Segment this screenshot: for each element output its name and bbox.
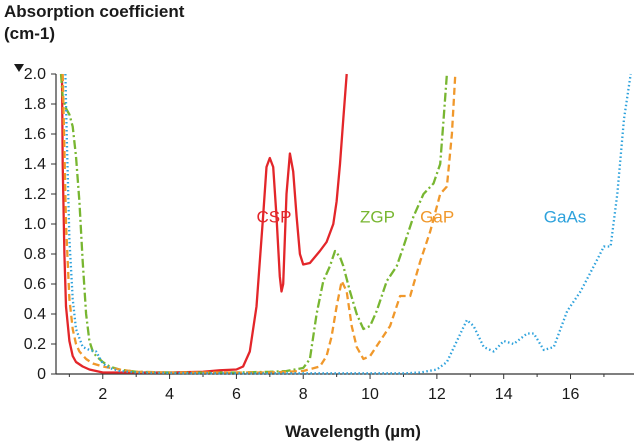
y-tick-label: 1.2: [24, 186, 46, 203]
x-tick-label: 4: [165, 386, 174, 403]
series-label-gaas: GaAs: [544, 208, 587, 227]
y-axis-label-line1: Absorption coefficient: [4, 2, 185, 21]
series-line-gap: [61, 73, 457, 374]
x-tick-label: 6: [232, 386, 241, 403]
y-tick-label: 0.6: [24, 276, 46, 293]
y-tick-label: 2.0: [24, 66, 46, 83]
y-tick-label: 0: [37, 366, 46, 383]
series-line-csp: [60, 73, 348, 374]
y-tick-label: 1.8: [24, 96, 46, 113]
series-label-gap: GaP: [420, 208, 454, 227]
y-tick-label: 0.8: [24, 246, 46, 263]
x-axis-label: Wavelength (µm): [285, 422, 421, 441]
y-tick-label: 0.4: [24, 306, 46, 323]
x-tick-label: 14: [495, 386, 513, 403]
y-tick-label: 1.4: [24, 156, 46, 173]
y-tick-label: 0.2: [24, 336, 46, 353]
x-tick-label: 8: [299, 386, 308, 403]
x-tick-label: 10: [361, 386, 379, 403]
x-tick-label: 12: [428, 386, 446, 403]
y-tick-label: 1.6: [24, 126, 46, 143]
x-tick-label: 2: [98, 386, 107, 403]
y-axis-label-line2: (cm-1): [4, 24, 56, 43]
series-label-zgp: ZGP: [360, 208, 395, 227]
y-axis-arrow-icon: [14, 64, 24, 72]
x-tick-label: 16: [562, 386, 580, 403]
series-label-csp: CSP: [256, 208, 291, 227]
series-line-zgp: [59, 73, 449, 374]
y-tick-label: 1.0: [24, 216, 46, 233]
